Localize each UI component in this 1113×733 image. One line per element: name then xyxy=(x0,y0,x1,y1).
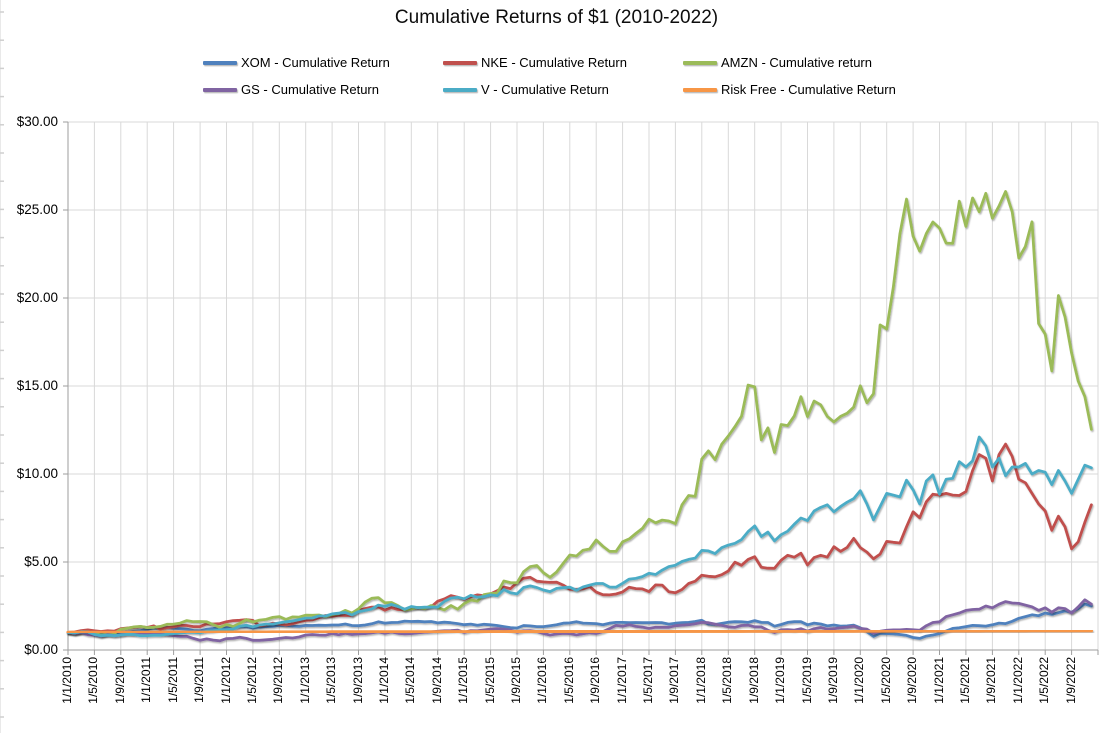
x-axis-label: 1/1/2013 xyxy=(297,657,312,704)
legend-marker-gs xyxy=(203,87,237,92)
x-axis-label: 1/9/2018 xyxy=(746,657,761,704)
legend-item-amzn: AMZN - Cumulative return xyxy=(683,55,872,70)
x-axis-label: 1/9/2016 xyxy=(588,657,603,704)
x-axis-label: 1/9/2012 xyxy=(271,657,286,704)
y-axis-label: $5.00 xyxy=(24,554,58,569)
y-axis-label: $10.00 xyxy=(16,466,58,481)
legend-label-gs: GS - Cumulative Return xyxy=(241,82,379,97)
x-axis-label: 1/5/2018 xyxy=(720,657,735,704)
x-axis-label: 1/5/2013 xyxy=(324,657,339,704)
x-axis-label: 1/9/2015 xyxy=(509,657,523,704)
chart-title: Cumulative Returns of $1 (2010-2022) xyxy=(394,7,719,28)
x-axis-label: 1/1/2019 xyxy=(773,657,788,704)
legend-marker-xom xyxy=(203,60,237,65)
legend-label-v: V - Cumulative Return xyxy=(481,82,609,97)
y-axis-label: $25.00 xyxy=(16,202,58,217)
x-axis-label: 1/9/2021 xyxy=(984,657,999,704)
x-axis-label: 1/1/2018 xyxy=(693,657,708,704)
legend-label-nke: NKE - Cumulative Return xyxy=(481,55,627,70)
x-axis-label: 1/5/2019 xyxy=(799,657,814,704)
legend-item-v: V - Cumulative Return xyxy=(443,82,609,97)
x-axis-label: 1/5/2022 xyxy=(1037,657,1052,704)
x-axis-label: 1/5/2016 xyxy=(561,657,576,704)
legend-label-amzn: AMZN - Cumulative return xyxy=(721,55,872,70)
x-axis-label: 1/9/2014 xyxy=(429,657,444,704)
y-axis-label: $15.00 xyxy=(16,378,58,393)
chart-legend: XOM - Cumulative Return NKE - Cumulative … xyxy=(0,0,1113,110)
x-axis-label: 1/5/2021 xyxy=(957,657,972,704)
legend-item-gs: GS - Cumulative Return xyxy=(203,82,379,97)
legend-label-risk-free: Risk Free - Cumulative Return xyxy=(721,82,896,97)
x-axis-label: 1/5/2020 xyxy=(878,657,893,704)
x-axis-label: 1/1/2017 xyxy=(614,657,629,704)
x-axis-label: 1/5/2012 xyxy=(244,657,259,704)
legend-marker-amzn xyxy=(683,60,717,65)
x-axis-label: 1/9/2022 xyxy=(1063,657,1078,704)
x-axis-label: 1/9/2010 xyxy=(112,657,127,704)
series-line-v xyxy=(66,435,1093,638)
x-axis-label: 1/5/2017 xyxy=(641,657,655,704)
x-axis-label: 1/9/2020 xyxy=(905,657,920,704)
series-line-risk-free xyxy=(66,629,1094,635)
x-axis-label: 1/5/2014 xyxy=(403,657,418,704)
x-axis-label: 1/1/2014 xyxy=(376,657,391,704)
x-axis-label: 1/5/2010 xyxy=(86,657,101,704)
legend-item-risk-free: Risk Free - Cumulative Return xyxy=(683,82,896,97)
legend-marker-v xyxy=(443,87,477,92)
x-axis-label: 1/1/2016 xyxy=(535,657,550,704)
x-axis-label: 1/9/2011 xyxy=(192,657,207,703)
legend-item-nke: NKE - Cumulative Return xyxy=(443,55,627,70)
x-axis-label: 1/1/2015 xyxy=(456,657,471,704)
legend-label-xom: XOM - Cumulative Return xyxy=(241,55,390,70)
legend-marker-risk-free xyxy=(683,87,717,92)
legend-item-xom: XOM - Cumulative Return xyxy=(203,55,390,70)
x-axis-label: 1/1/2010 xyxy=(60,657,74,704)
x-axis-label: 1/5/2011 xyxy=(165,657,180,703)
x-axis-label: 1/9/2013 xyxy=(350,657,365,704)
x-axis-label: 1/1/2022 xyxy=(1010,657,1025,704)
series-line-nke xyxy=(66,442,1093,634)
x-axis-label: 1/1/2011 xyxy=(139,657,154,703)
x-axis-label: 1/9/2019 xyxy=(825,657,840,704)
x-axis-label: 1/1/2021 xyxy=(931,657,946,704)
x-axis-label: 1/1/2020 xyxy=(852,657,867,704)
x-axis-label: 1/9/2017 xyxy=(667,657,682,704)
y-axis-label: $30.00 xyxy=(16,114,58,129)
y-axis-label: $20.00 xyxy=(16,290,58,305)
legend-marker-nke xyxy=(443,60,477,65)
x-axis-label: 1/5/2015 xyxy=(482,657,497,704)
series-line-amzn xyxy=(66,190,1093,637)
y-axis-label: $0.00 xyxy=(24,642,58,657)
x-axis-label: 1/1/2012 xyxy=(218,657,233,704)
